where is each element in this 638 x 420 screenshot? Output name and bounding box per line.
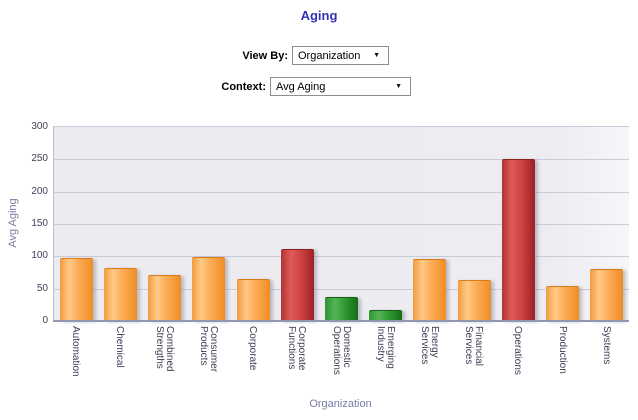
view-by-label: View By: (242, 50, 288, 62)
bar-production[interactable] (546, 286, 580, 321)
x-tick-label: Corporate Functions (286, 326, 308, 371)
bar-consumer-products[interactable] (192, 257, 226, 321)
gridline (54, 288, 629, 290)
x-tick-label: Systems (600, 326, 612, 365)
page-title: Aging (300, 8, 338, 23)
bar-financial-services[interactable] (457, 280, 491, 321)
x-axis-line (53, 320, 629, 322)
bar-operations[interactable] (501, 159, 535, 321)
x-tick-label: Production (556, 326, 568, 374)
bar-emerging-industry[interactable] (369, 310, 403, 321)
context-select[interactable]: Avg Aging ▼ (270, 77, 411, 96)
x-tick-label: Combined Strengths (153, 326, 175, 372)
x-tick-label: Financial Services (463, 326, 485, 367)
x-tick-label: Energy Services (418, 326, 440, 365)
context-label: Context: (221, 81, 266, 93)
y-tick-label: 100 (31, 250, 48, 262)
bar-corporate[interactable] (236, 279, 270, 321)
view-by-select[interactable]: Organization ▼ (292, 46, 389, 65)
bar-energy-services[interactable] (413, 259, 447, 321)
x-tick-label: Emerging Industry (374, 326, 396, 369)
bar-chemical[interactable] (103, 268, 137, 321)
view-by-selected-value: Organization (298, 50, 361, 62)
y-tick-label: 50 (36, 282, 48, 294)
context-selected-value: Avg Aging (276, 81, 326, 93)
x-tick-label: Corporate (247, 326, 259, 371)
y-tick-label: 250 (31, 153, 48, 165)
y-tick-label: 0 (42, 315, 48, 326)
bar-combined-strengths[interactable] (148, 275, 182, 321)
x-tick-label: Operations (512, 326, 524, 375)
x-tick-label: Automation (70, 326, 82, 377)
chevron-down-icon: ▼ (373, 52, 380, 59)
gridline (54, 159, 629, 161)
gridline (54, 191, 629, 193)
chevron-down-icon: ▼ (395, 83, 402, 90)
gridline (54, 256, 629, 258)
x-axis-title: Organization (309, 398, 372, 410)
bar-automation[interactable] (59, 258, 93, 321)
x-tick-label: Domestic Operations (330, 326, 352, 375)
gridline (54, 224, 629, 225)
y-tick-label: 300 (31, 121, 48, 132)
x-tick-label: Chemical (114, 326, 126, 368)
y-tick-label: 150 (31, 218, 48, 229)
plot-area (53, 126, 629, 321)
bar-corporate-functions[interactable] (280, 249, 314, 321)
bar-systems[interactable] (590, 269, 624, 321)
x-tick-label: Consumer Products (197, 326, 219, 373)
y-tick-label: 200 (31, 185, 48, 197)
bar-domestic-operations[interactable] (325, 297, 358, 321)
